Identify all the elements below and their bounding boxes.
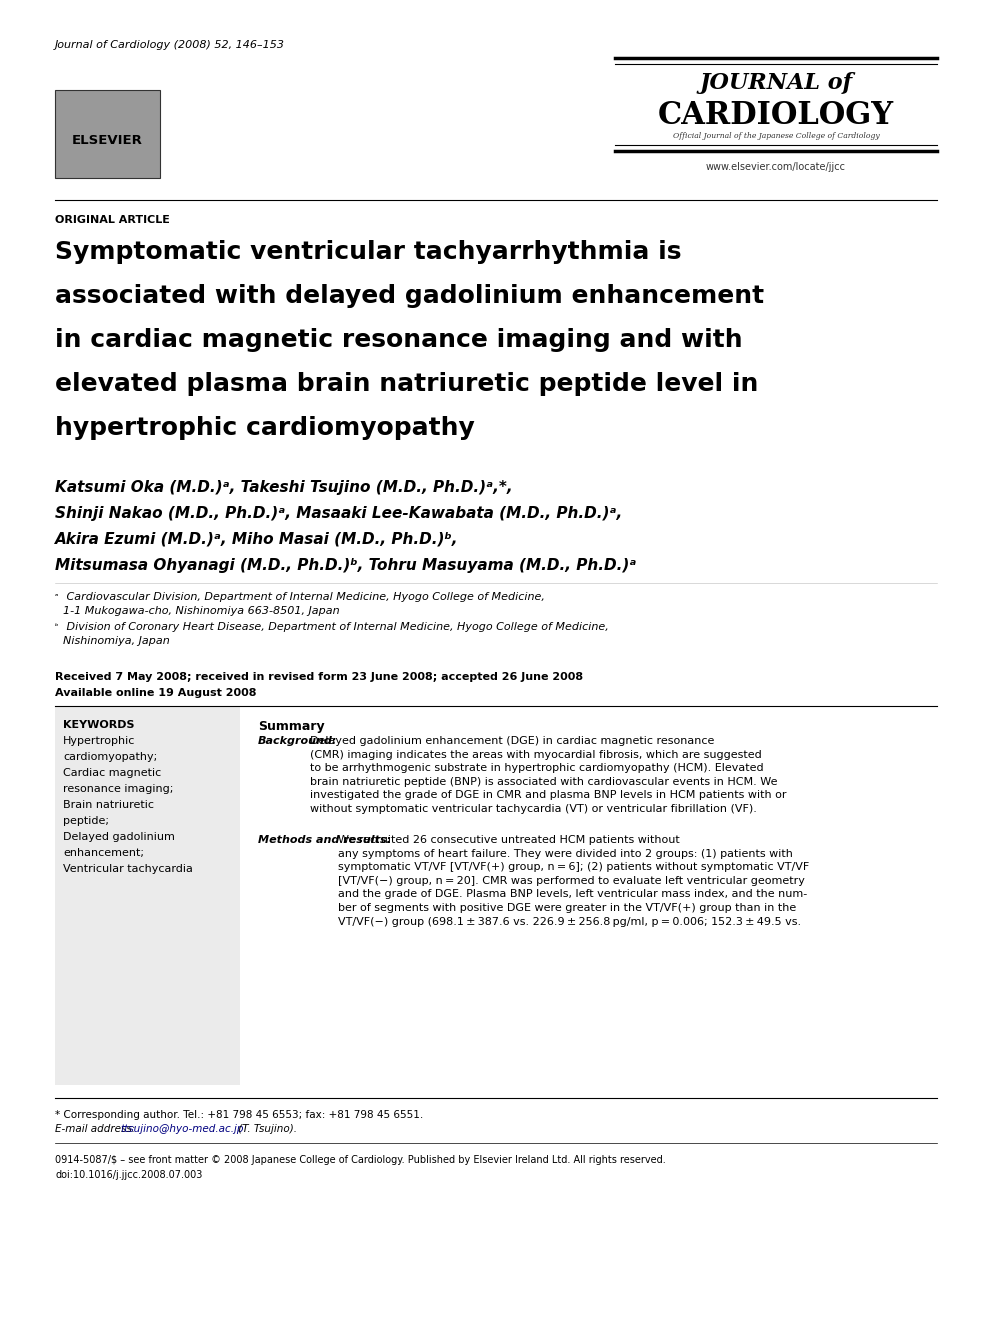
Text: ᵃ: ᵃ bbox=[55, 591, 59, 601]
Text: Shinji Nakao (M.D., Ph.D.)ᵃ, Masaaki Lee-Kawabata (M.D., Ph.D.)ᵃ,: Shinji Nakao (M.D., Ph.D.)ᵃ, Masaaki Lee… bbox=[55, 505, 622, 521]
Text: Katsumi Oka (M.D.)ᵃ, Takeshi Tsujino (M.D., Ph.D.)ᵃ,*,: Katsumi Oka (M.D.)ᵃ, Takeshi Tsujino (M.… bbox=[55, 480, 513, 495]
Text: (T. Tsujino).: (T. Tsujino). bbox=[235, 1125, 297, 1134]
Text: www.elsevier.com/locate/jjcc: www.elsevier.com/locate/jjcc bbox=[706, 161, 846, 172]
Bar bbox=[55, 706, 240, 1085]
Text: resonance imaging;: resonance imaging; bbox=[63, 785, 174, 794]
Text: peptide;: peptide; bbox=[63, 816, 109, 826]
Text: Delayed gadolinium enhancement (DGE) in cardiac magnetic resonance
(CMR) imaging: Delayed gadolinium enhancement (DGE) in … bbox=[310, 736, 787, 814]
Text: ᵇ: ᵇ bbox=[55, 622, 59, 631]
Text: associated with delayed gadolinium enhancement: associated with delayed gadolinium enhan… bbox=[55, 284, 764, 308]
Text: Official Journal of the Japanese College of Cardiology: Official Journal of the Japanese College… bbox=[673, 132, 879, 140]
Text: Ventricular tachycardia: Ventricular tachycardia bbox=[63, 864, 192, 875]
Text: KEYWORDS: KEYWORDS bbox=[63, 720, 135, 730]
Text: E-mail address:: E-mail address: bbox=[55, 1125, 139, 1134]
Text: JOURNAL of: JOURNAL of bbox=[699, 71, 853, 94]
Text: CARDIOLOGY: CARDIOLOGY bbox=[658, 101, 894, 131]
Text: Journal of Cardiology (2008) 52, 146–153: Journal of Cardiology (2008) 52, 146–153 bbox=[55, 40, 285, 50]
Text: Mitsumasa Ohyanagi (M.D., Ph.D.)ᵇ, Tohru Masuyama (M.D., Ph.D.)ᵃ: Mitsumasa Ohyanagi (M.D., Ph.D.)ᵇ, Tohru… bbox=[55, 558, 637, 573]
Text: Symptomatic ventricular tachyarrhythmia is: Symptomatic ventricular tachyarrhythmia … bbox=[55, 239, 682, 265]
Bar bbox=[55, 90, 160, 179]
Text: ELSEVIER: ELSEVIER bbox=[71, 134, 143, 147]
Text: 0914-5087/$ – see front matter © 2008 Japanese College of Cardiology. Published : 0914-5087/$ – see front matter © 2008 Ja… bbox=[55, 1155, 666, 1166]
Text: Methods and results:: Methods and results: bbox=[258, 835, 391, 845]
Text: We recruited 26 consecutive untreated HCM patients without
any symptoms of heart: We recruited 26 consecutive untreated HC… bbox=[338, 835, 809, 926]
Text: * Corresponding author. Tel.: +81 798 45 6553; fax: +81 798 45 6551.: * Corresponding author. Tel.: +81 798 45… bbox=[55, 1110, 424, 1121]
Text: elevated plasma brain natriuretic peptide level in: elevated plasma brain natriuretic peptid… bbox=[55, 372, 758, 396]
Text: hypertrophic cardiomyopathy: hypertrophic cardiomyopathy bbox=[55, 415, 475, 441]
Text: Akira Ezumi (M.D.)ᵃ, Miho Masai (M.D., Ph.D.)ᵇ,: Akira Ezumi (M.D.)ᵃ, Miho Masai (M.D., P… bbox=[55, 532, 458, 546]
Text: ORIGINAL ARTICLE: ORIGINAL ARTICLE bbox=[55, 216, 170, 225]
Text: Summary: Summary bbox=[258, 720, 324, 733]
Text: cardiomyopathy;: cardiomyopathy; bbox=[63, 751, 158, 762]
Text: Division of Coronary Heart Disease, Department of Internal Medicine, Hyogo Colle: Division of Coronary Heart Disease, Depa… bbox=[63, 622, 609, 646]
Text: Cardiovascular Division, Department of Internal Medicine, Hyogo College of Medic: Cardiovascular Division, Department of I… bbox=[63, 591, 545, 617]
Text: Available online 19 August 2008: Available online 19 August 2008 bbox=[55, 688, 257, 699]
Text: Delayed gadolinium: Delayed gadolinium bbox=[63, 832, 175, 841]
Text: Hypertrophic: Hypertrophic bbox=[63, 736, 135, 746]
Text: Cardiac magnetic: Cardiac magnetic bbox=[63, 767, 162, 778]
Text: in cardiac magnetic resonance imaging and with: in cardiac magnetic resonance imaging an… bbox=[55, 328, 743, 352]
Text: Brain natriuretic: Brain natriuretic bbox=[63, 800, 154, 810]
Text: Received 7 May 2008; received in revised form 23 June 2008; accepted 26 June 200: Received 7 May 2008; received in revised… bbox=[55, 672, 583, 681]
Text: doi:10.1016/j.jjcc.2008.07.003: doi:10.1016/j.jjcc.2008.07.003 bbox=[55, 1170, 202, 1180]
Text: ttsujino@hyo-med.ac.jp: ttsujino@hyo-med.ac.jp bbox=[120, 1125, 243, 1134]
Text: Background:: Background: bbox=[258, 736, 337, 746]
Text: enhancement;: enhancement; bbox=[63, 848, 144, 859]
